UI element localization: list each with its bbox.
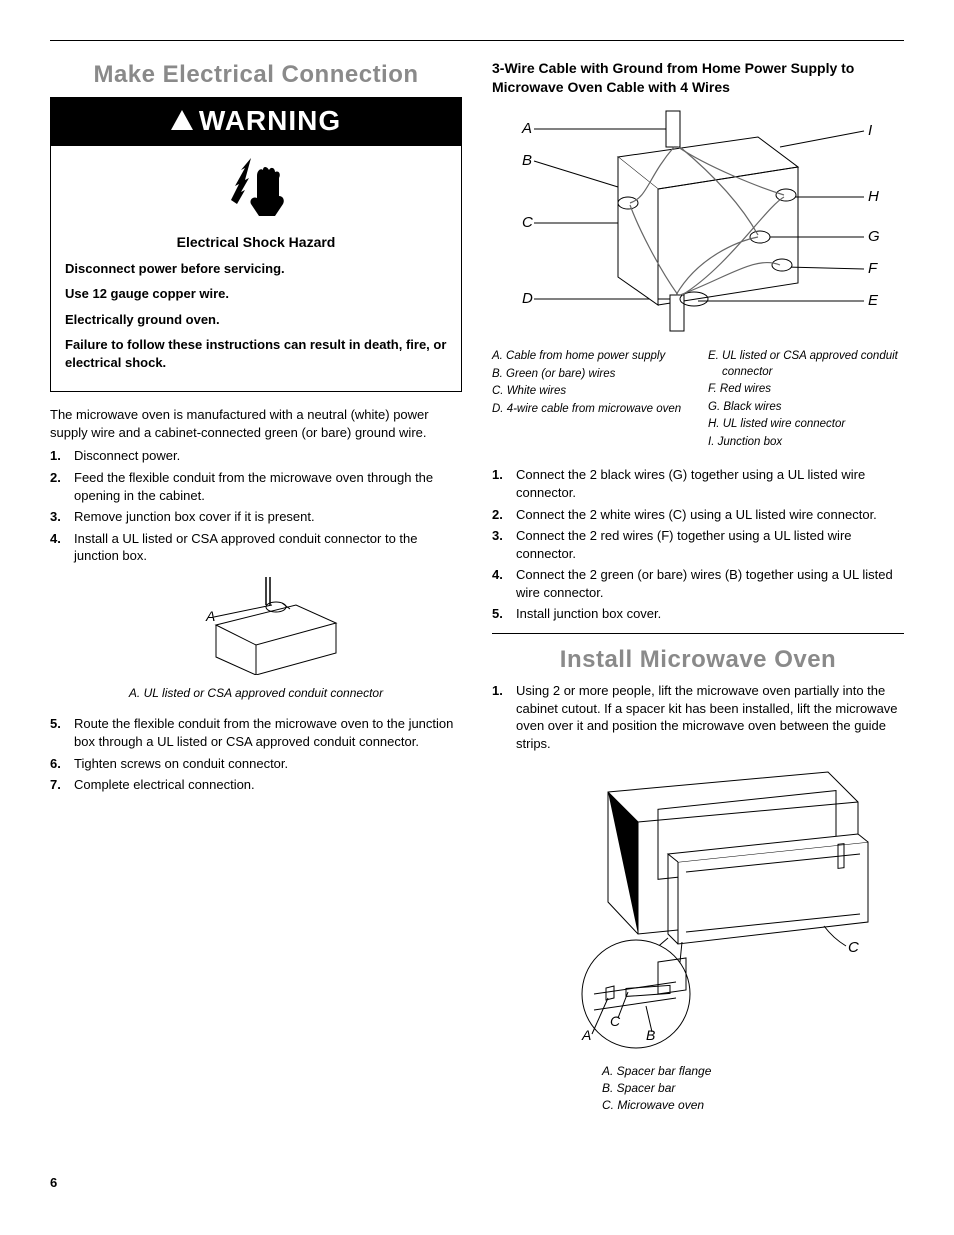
install-steps: Using 2 or more people, lift the microwa… [492, 682, 904, 752]
figure-conduit: A [50, 575, 462, 680]
warning-triangle-icon [171, 110, 193, 130]
legend-item: A. Spacer bar flange [602, 1063, 904, 1079]
svg-text:H: H [868, 188, 879, 205]
step-item: Tighten screws on conduit connector. [50, 755, 462, 773]
page: Make Electrical Connection WARNING Elect… [50, 40, 904, 1114]
warning-line: Disconnect power before servicing. [65, 260, 447, 278]
wire-steps: Connect the 2 black wires (G) together u… [492, 466, 904, 622]
legend-col-left: A. Cable from home power supply B. Green… [492, 349, 688, 452]
intro-text: The microwave oven is manufactured with … [50, 406, 462, 441]
steps-list-b: Route the flexible conduit from the micr… [50, 715, 462, 793]
warning-line: Failure to follow these instructions can… [65, 336, 447, 371]
step-item: Connect the 2 red wires (F) together usi… [492, 527, 904, 562]
warning-body: Electrical Shock Hazard Disconnect power… [51, 233, 461, 392]
svg-text:A: A [581, 1027, 591, 1043]
step-item: Connect the 2 green (or bare) wires (B) … [492, 566, 904, 601]
svg-text:E: E [868, 292, 879, 309]
heading-electrical: Make Electrical Connection [50, 59, 462, 91]
step-item: Complete electrical connection. [50, 776, 462, 794]
install-legend: A. Spacer bar flange B. Spacer bar C. Mi… [602, 1063, 904, 1114]
warning-box: WARNING Electrical Shock Hazard Disconne… [50, 97, 462, 392]
legend-item: B. Green (or bare) wires [492, 367, 688, 383]
step-item: Connect the 2 white wires (C) using a UL… [492, 506, 904, 524]
warning-banner: WARNING [51, 98, 461, 146]
figure-install: C C A B [492, 762, 904, 1057]
step-item: Install a UL listed or CSA approved cond… [50, 530, 462, 565]
right-column: 3-Wire Cable with Ground from Home Power… [492, 59, 904, 1114]
legend-item: D. 4-wire cable from microwave oven [492, 402, 688, 418]
step-item: Disconnect power. [50, 447, 462, 465]
step-item: Connect the 2 black wires (G) together u… [492, 466, 904, 501]
svg-text:B: B [646, 1027, 655, 1043]
steps-list-a: Disconnect power. Feed the flexible cond… [50, 447, 462, 564]
step-item: Remove junction box cover if it is prese… [50, 508, 462, 526]
fig1-label-A: A [205, 608, 215, 624]
wiring-diagram: A B C D I H G F E [492, 107, 904, 342]
legend-item: C. Microwave oven [602, 1097, 904, 1113]
warning-word: WARNING [199, 102, 341, 140]
legend-item: G. Black wires [708, 400, 904, 416]
svg-text:B: B [522, 152, 532, 169]
wiring-legend: A. Cable from home power supply B. Green… [492, 349, 904, 452]
legend-item: A. Cable from home power supply [492, 349, 688, 365]
heading-install: Install Microwave Oven [492, 644, 904, 676]
svg-text:F: F [868, 260, 878, 277]
legend-item: H. UL listed wire connector [708, 417, 904, 433]
svg-text:D: D [522, 290, 533, 307]
legend-col-right: E. UL listed or CSA approved conduit con… [708, 349, 904, 452]
svg-text:C: C [522, 214, 533, 231]
wiring-title: 3-Wire Cable with Ground from Home Power… [492, 59, 904, 97]
svg-text:A: A [521, 120, 532, 137]
legend-item: B. Spacer bar [602, 1080, 904, 1096]
svg-text:I: I [868, 122, 872, 139]
figure-caption: A. UL listed or CSA approved conduit con… [50, 685, 462, 701]
legend-item: I. Junction box [708, 435, 904, 451]
legend-item: F. Red wires [708, 382, 904, 398]
left-column: Make Electrical Connection WARNING Elect… [50, 59, 462, 1114]
warning-line: Use 12 gauge copper wire. [65, 285, 447, 303]
step-item: Route the flexible conduit from the micr… [50, 715, 462, 750]
page-number: 6 [50, 1174, 904, 1192]
step-item: Install junction box cover. [492, 605, 904, 623]
legend-item: C. White wires [492, 384, 688, 400]
divider [492, 633, 904, 634]
step-item: Feed the flexible conduit from the micro… [50, 469, 462, 504]
svg-text:C: C [848, 939, 859, 956]
legend-item: E. UL listed or CSA approved conduit con… [708, 349, 904, 380]
step-item: Using 2 or more people, lift the microwa… [492, 682, 904, 752]
shock-hand-icon [51, 146, 461, 233]
warning-line: Electrically ground oven. [65, 311, 447, 329]
svg-text:G: G [868, 228, 880, 245]
warning-subhead: Electrical Shock Hazard [65, 233, 447, 252]
